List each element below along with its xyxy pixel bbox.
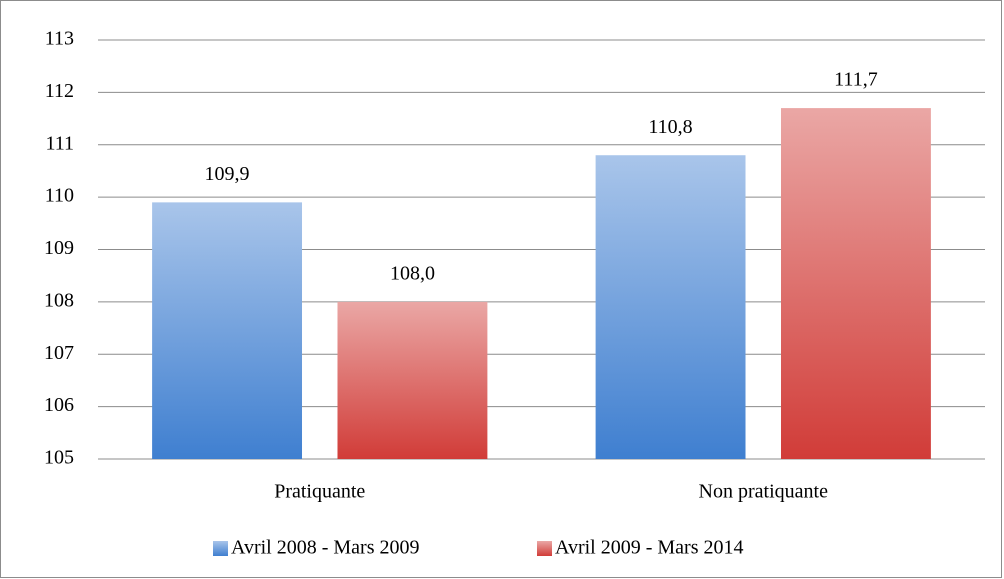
legend-swatch (537, 541, 552, 556)
value-label: 109,9 (205, 163, 250, 185)
bar (780, 108, 931, 460)
y-tick-label: 107 (44, 342, 74, 364)
legend-label: Avril 2009 - Mars 2014 (555, 537, 744, 559)
y-tick-label: 110 (45, 185, 74, 207)
value-label: 111,7 (834, 69, 878, 91)
legend-swatch (213, 541, 228, 556)
y-tick-label: 112 (45, 80, 74, 102)
x-tick-label: Pratiquante (274, 481, 365, 503)
y-tick-label: 113 (45, 28, 74, 50)
legend-label: Avril 2008 - Mars 2009 (231, 537, 420, 559)
bar (152, 202, 303, 460)
value-label: 108,0 (390, 262, 435, 284)
y-tick-label: 106 (44, 394, 74, 416)
bar (595, 155, 746, 459)
bar (337, 301, 488, 459)
y-tick-label: 111 (45, 132, 74, 154)
value-label: 110,8 (648, 116, 692, 138)
y-tick-label: 108 (44, 289, 74, 311)
y-tick-label: 105 (44, 447, 74, 469)
y-tick-label: 109 (44, 237, 74, 259)
x-tick-label: Non pratiquante (699, 481, 829, 503)
